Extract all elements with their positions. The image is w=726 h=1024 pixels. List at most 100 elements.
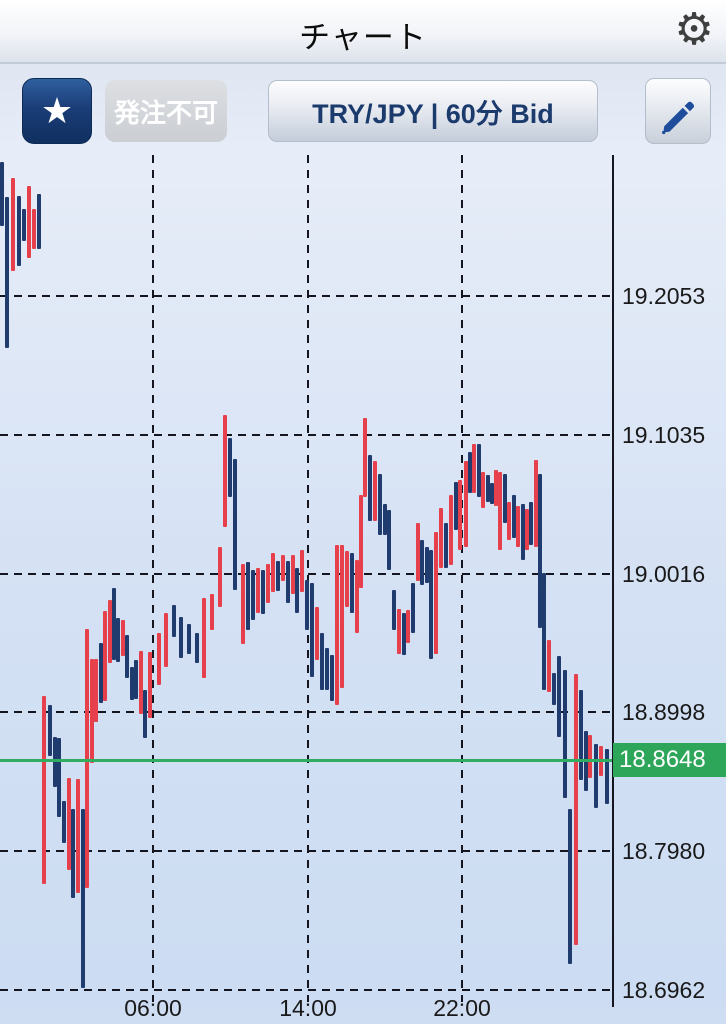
price-bar: [563, 669, 567, 799]
price-bar: [330, 654, 334, 702]
price-bar: [112, 588, 116, 661]
price-bar: [62, 800, 66, 844]
price-bar: [143, 690, 147, 739]
price-bar: [406, 609, 410, 643]
time-axis-label: 06:00: [124, 995, 182, 1021]
price-bar: [5, 196, 9, 349]
price-bar: [547, 639, 551, 692]
price-axis-line: [612, 155, 614, 1007]
price-bar: [281, 555, 285, 582]
price-bar: [251, 570, 255, 620]
price-bar: [94, 659, 98, 722]
price-bar: [108, 600, 112, 664]
time-axis-label: 22:00: [433, 995, 491, 1021]
chart-plot-area[interactable]: 19.2053 19.1035 19.0016 18.8998 18.7980 18.69…: [0, 150, 726, 1024]
price-bar: [17, 195, 21, 267]
price-gridline: [0, 572, 612, 575]
settings-button[interactable]: ⚙: [668, 4, 720, 56]
current-price-badge: 18.8648: [613, 743, 726, 778]
page-title: チャート: [299, 20, 427, 55]
price-bar: [286, 560, 290, 604]
price-bar: [439, 507, 443, 568]
price-bar: [411, 582, 415, 634]
order-disabled-label: 発注不可: [113, 97, 218, 128]
price-bar: [139, 650, 143, 714]
price-bar: [383, 503, 387, 535]
favorite-button[interactable]: ★: [22, 78, 92, 144]
price-bar: [490, 483, 494, 504]
price-bar: [261, 570, 265, 615]
price-bar: [503, 473, 507, 523]
price-bar: [516, 506, 520, 548]
price-bar: [472, 443, 476, 493]
pair-selector-button[interactable]: TRY/JPY | 60分 Bid: [268, 80, 598, 142]
price-bar: [27, 186, 31, 259]
price-bar: [494, 469, 498, 507]
price-bar: [81, 808, 85, 988]
price-bar: [134, 660, 138, 699]
price-bar: [32, 209, 36, 249]
price-gridline: [0, 433, 612, 436]
price-bar: [310, 582, 314, 677]
price-bar: [116, 618, 120, 662]
time-gridline: [152, 155, 154, 1002]
pair-selector-label: TRY/JPY | 60分 Bid: [312, 98, 554, 129]
price-bar: [71, 808, 75, 898]
price-axis-label: 19.0016: [622, 560, 706, 587]
price-bar: [534, 460, 538, 548]
chart-section: 19.2053 19.1035 19.0016 18.8998 18.7980 18.69…: [0, 150, 726, 1024]
order-disabled-button[interactable]: 発注不可: [105, 80, 227, 142]
price-bar: [525, 509, 529, 550]
price-bar: [187, 623, 191, 654]
price-bar: [392, 589, 396, 631]
price-bar: [300, 550, 304, 593]
price-bar: [481, 472, 485, 508]
price-bar: [538, 473, 542, 628]
price-bar: [605, 749, 609, 804]
price-bar: [416, 522, 420, 582]
draw-button[interactable]: [645, 78, 711, 144]
price-bar: [305, 579, 309, 631]
chart-toolbar: ★ 発注不可 TRY/JPY | 60分 Bid: [0, 74, 726, 146]
price-bar: [241, 563, 245, 645]
price-bar: [464, 461, 468, 548]
time-gridline: [461, 155, 463, 1002]
price-bar: [48, 705, 52, 756]
price-bar: [130, 667, 134, 700]
price-bar: [148, 652, 152, 718]
price-bar: [594, 743, 598, 808]
price-bar: [37, 194, 41, 249]
price-bar: [76, 779, 80, 894]
price-bar: [218, 547, 222, 608]
price-bar: [271, 552, 275, 593]
price-bar: [53, 736, 57, 788]
price-bar: [228, 438, 232, 497]
price-bar: [588, 735, 592, 778]
price-bar: [359, 495, 363, 589]
price-bar: [429, 550, 433, 660]
gear-icon: ⚙: [674, 4, 714, 55]
price-bar: [579, 690, 583, 781]
price-axis-label: 18.7980: [622, 838, 706, 865]
price-bar: [125, 634, 129, 679]
price-axis-label: 19.2053: [622, 283, 706, 310]
price-bar: [350, 552, 354, 613]
price-bar: [295, 567, 299, 613]
price-bar: [355, 559, 359, 634]
price-bar: [85, 629, 89, 889]
price-bar: [291, 555, 295, 594]
pen-icon: [646, 94, 710, 138]
price-bar: [90, 659, 94, 763]
price-axis-label: 18.8998: [622, 699, 706, 726]
price-bar: [99, 642, 103, 703]
price-bar: [425, 547, 429, 583]
price-bar: [335, 544, 339, 706]
price-bar: [266, 563, 270, 604]
price-bar: [179, 616, 183, 658]
price-bar: [67, 777, 71, 871]
price-bar: [468, 451, 472, 493]
price-bar: [397, 608, 401, 654]
price-bar: [157, 633, 161, 685]
price-bar: [552, 672, 556, 706]
price-gridline: [0, 295, 612, 298]
